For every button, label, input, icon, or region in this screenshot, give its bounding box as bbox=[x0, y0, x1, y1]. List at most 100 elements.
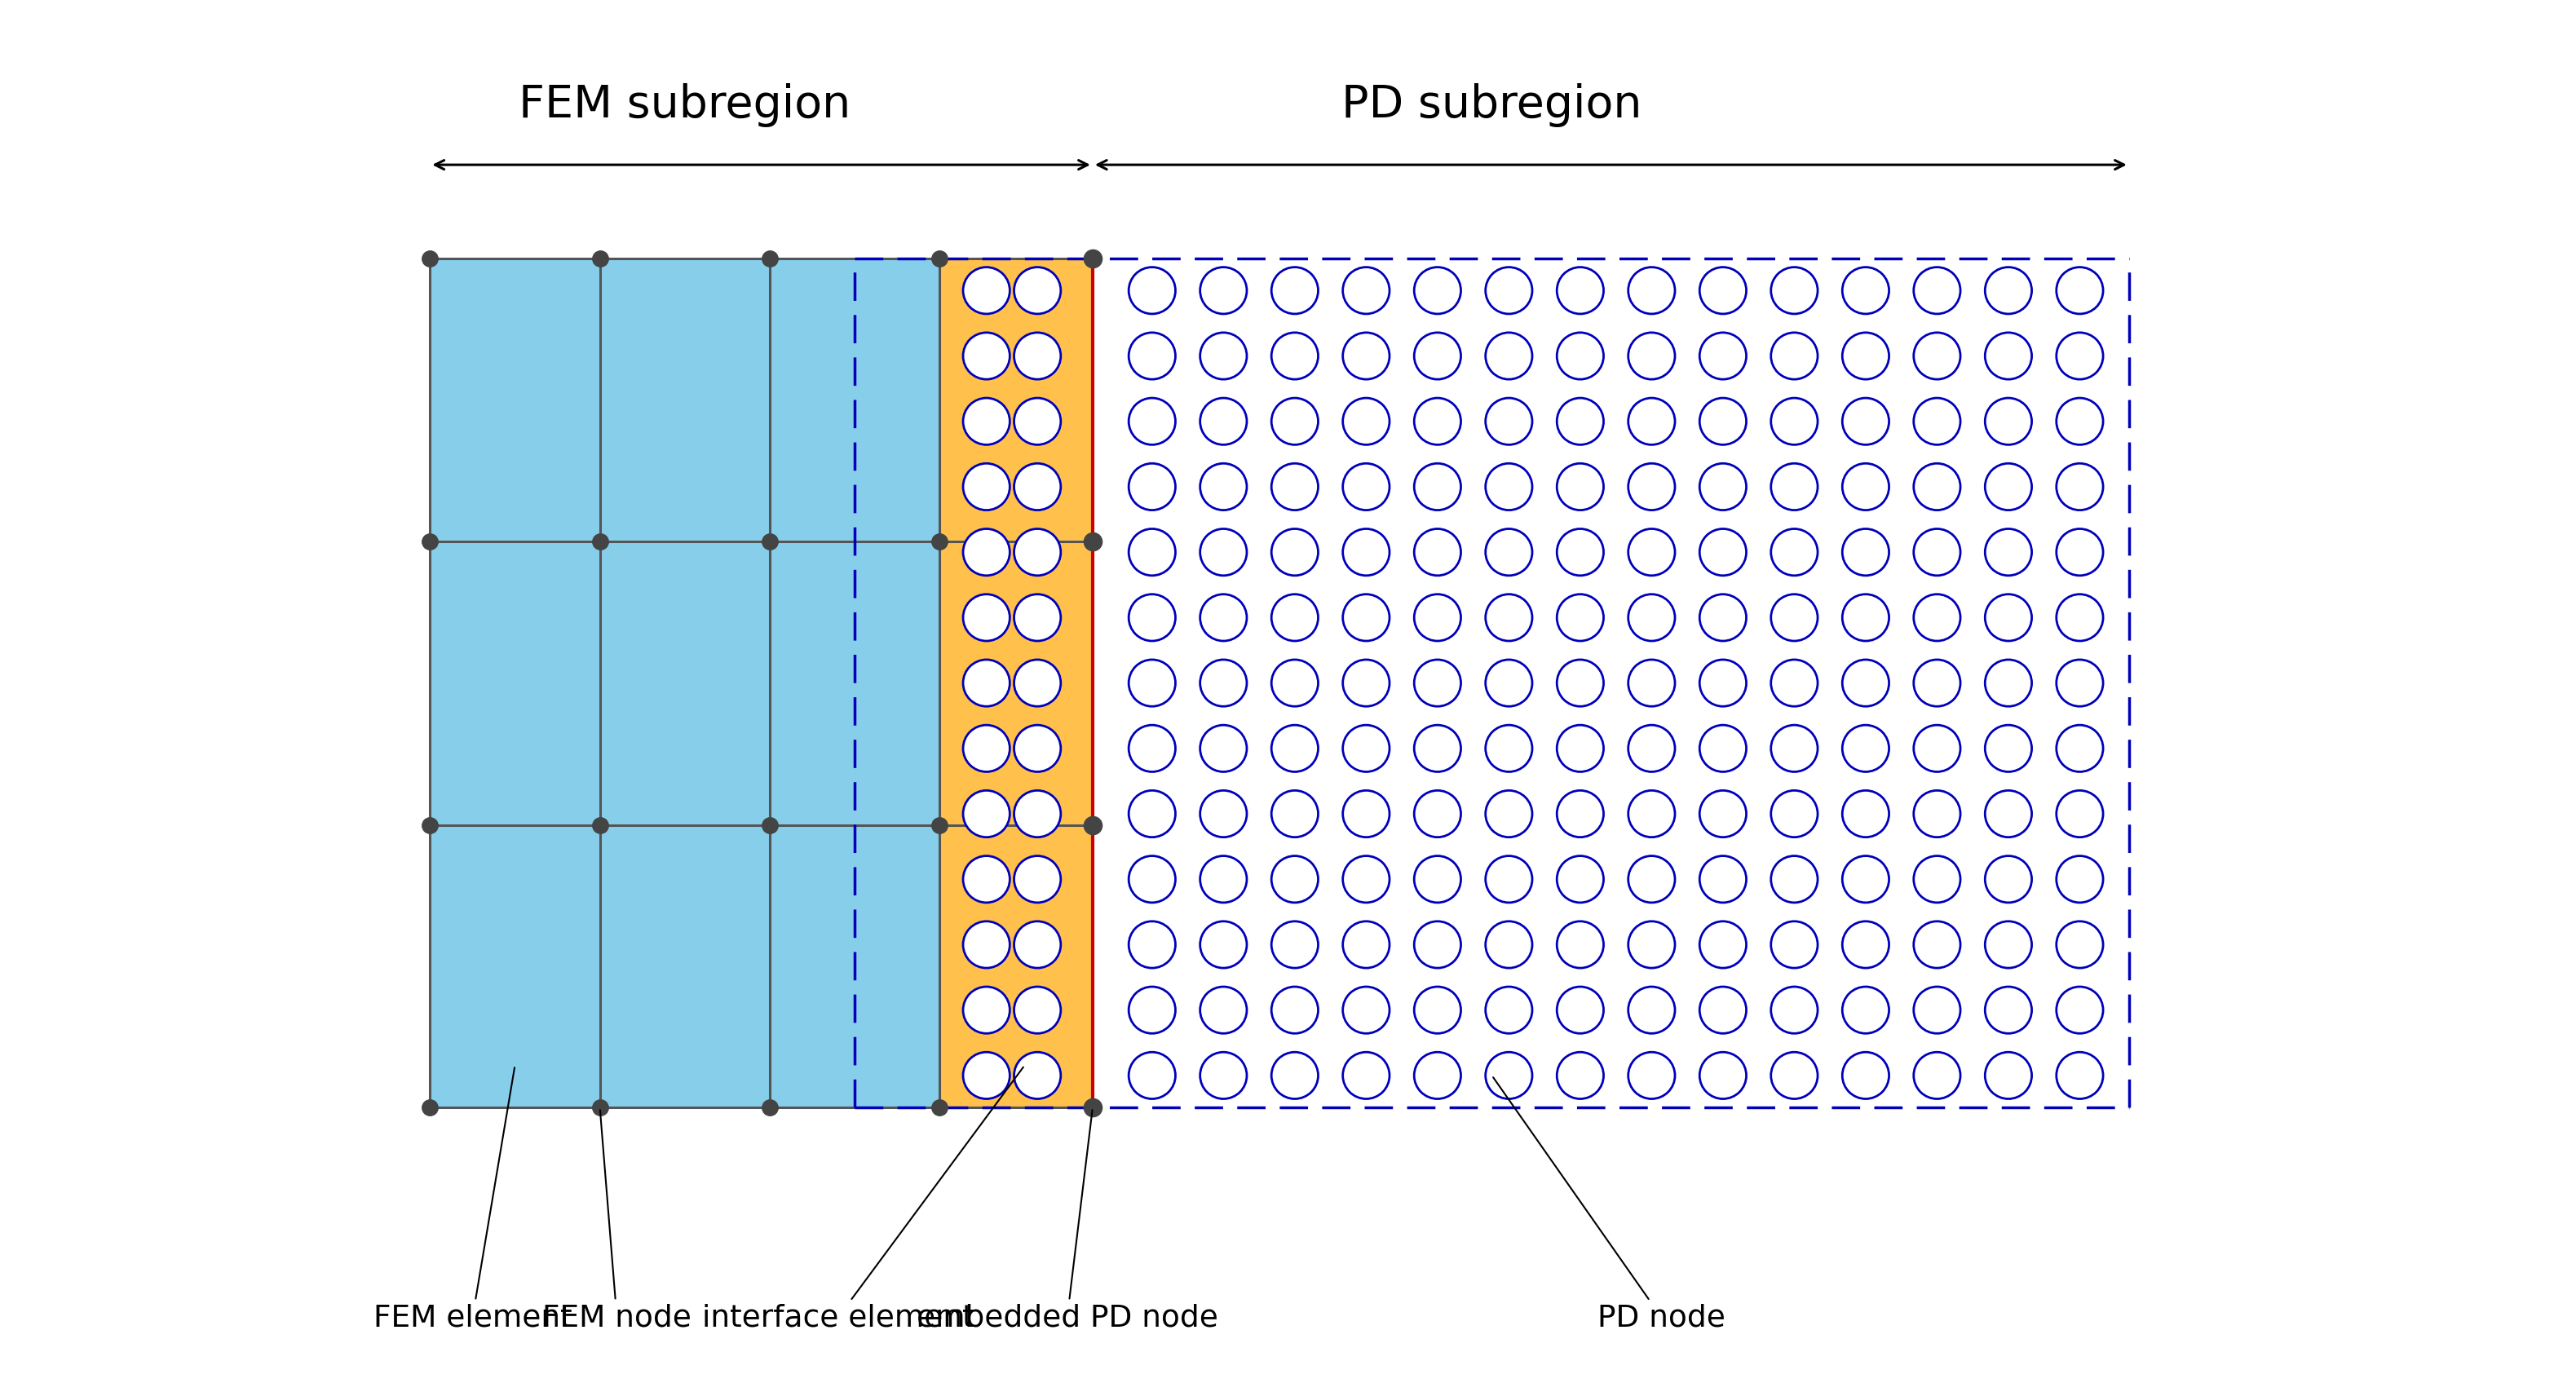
Ellipse shape bbox=[1842, 725, 1888, 772]
Ellipse shape bbox=[1015, 1052, 1061, 1099]
Ellipse shape bbox=[2056, 660, 2102, 707]
Ellipse shape bbox=[1414, 986, 1461, 1033]
Ellipse shape bbox=[1770, 1052, 1819, 1099]
Ellipse shape bbox=[1914, 856, 1960, 903]
Ellipse shape bbox=[1273, 528, 1319, 575]
Ellipse shape bbox=[1556, 725, 1605, 772]
Ellipse shape bbox=[1414, 267, 1461, 314]
Ellipse shape bbox=[1770, 332, 1819, 379]
Ellipse shape bbox=[1700, 856, 1747, 903]
Text: FEM subregion: FEM subregion bbox=[518, 83, 850, 127]
Ellipse shape bbox=[1273, 660, 1319, 707]
Ellipse shape bbox=[1628, 791, 1674, 837]
Ellipse shape bbox=[1700, 398, 1747, 445]
Ellipse shape bbox=[1486, 332, 1533, 379]
Ellipse shape bbox=[1842, 986, 1888, 1033]
Ellipse shape bbox=[1556, 332, 1605, 379]
Ellipse shape bbox=[1700, 332, 1747, 379]
Ellipse shape bbox=[1200, 856, 1247, 903]
Ellipse shape bbox=[1273, 725, 1319, 772]
Text: FEM node: FEM node bbox=[544, 1111, 690, 1332]
Ellipse shape bbox=[1342, 986, 1388, 1033]
Ellipse shape bbox=[963, 595, 1010, 640]
Ellipse shape bbox=[1556, 398, 1605, 445]
Ellipse shape bbox=[1842, 921, 1888, 968]
Ellipse shape bbox=[1986, 921, 2032, 968]
Ellipse shape bbox=[1128, 595, 1175, 640]
Ellipse shape bbox=[1556, 528, 1605, 575]
Ellipse shape bbox=[1556, 856, 1605, 903]
Ellipse shape bbox=[1414, 528, 1461, 575]
Ellipse shape bbox=[1342, 595, 1388, 640]
Ellipse shape bbox=[1486, 725, 1533, 772]
Ellipse shape bbox=[1700, 528, 1747, 575]
Ellipse shape bbox=[1342, 725, 1388, 772]
Ellipse shape bbox=[1273, 921, 1319, 968]
Ellipse shape bbox=[1700, 986, 1747, 1033]
Ellipse shape bbox=[2056, 921, 2102, 968]
Ellipse shape bbox=[1486, 595, 1533, 640]
Ellipse shape bbox=[1486, 791, 1533, 837]
Ellipse shape bbox=[1700, 267, 1747, 314]
Ellipse shape bbox=[1414, 725, 1461, 772]
Ellipse shape bbox=[1015, 595, 1061, 640]
Ellipse shape bbox=[1128, 856, 1175, 903]
Ellipse shape bbox=[2056, 463, 2102, 510]
Ellipse shape bbox=[1986, 986, 2032, 1033]
Ellipse shape bbox=[1914, 595, 1960, 640]
Ellipse shape bbox=[1128, 267, 1175, 314]
Ellipse shape bbox=[1700, 791, 1747, 837]
Ellipse shape bbox=[1486, 921, 1533, 968]
Ellipse shape bbox=[963, 267, 1010, 314]
Ellipse shape bbox=[1986, 528, 2032, 575]
Ellipse shape bbox=[1414, 595, 1461, 640]
Ellipse shape bbox=[1015, 267, 1061, 314]
Ellipse shape bbox=[1700, 921, 1747, 968]
Ellipse shape bbox=[1700, 1052, 1747, 1099]
Ellipse shape bbox=[1200, 595, 1247, 640]
Ellipse shape bbox=[1015, 528, 1061, 575]
Ellipse shape bbox=[1200, 528, 1247, 575]
Ellipse shape bbox=[1200, 921, 1247, 968]
Ellipse shape bbox=[1700, 463, 1747, 510]
Ellipse shape bbox=[1200, 986, 1247, 1033]
Ellipse shape bbox=[1770, 921, 1819, 968]
Ellipse shape bbox=[1273, 267, 1319, 314]
Ellipse shape bbox=[1486, 986, 1533, 1033]
Ellipse shape bbox=[1914, 921, 1960, 968]
Ellipse shape bbox=[1414, 921, 1461, 968]
Ellipse shape bbox=[2056, 791, 2102, 837]
Ellipse shape bbox=[1414, 660, 1461, 707]
Ellipse shape bbox=[1556, 986, 1605, 1033]
Ellipse shape bbox=[1015, 660, 1061, 707]
Ellipse shape bbox=[1342, 856, 1388, 903]
Ellipse shape bbox=[1770, 463, 1819, 510]
Ellipse shape bbox=[1770, 856, 1819, 903]
Ellipse shape bbox=[1128, 725, 1175, 772]
Ellipse shape bbox=[1914, 660, 1960, 707]
Ellipse shape bbox=[1986, 856, 2032, 903]
Ellipse shape bbox=[1342, 1052, 1388, 1099]
Ellipse shape bbox=[1914, 986, 1960, 1033]
Ellipse shape bbox=[1770, 267, 1819, 314]
Ellipse shape bbox=[963, 332, 1010, 379]
Ellipse shape bbox=[2056, 528, 2102, 575]
Ellipse shape bbox=[2056, 398, 2102, 445]
Ellipse shape bbox=[963, 725, 1010, 772]
Text: PD subregion: PD subregion bbox=[1342, 83, 1641, 127]
Ellipse shape bbox=[963, 986, 1010, 1033]
Ellipse shape bbox=[1770, 398, 1819, 445]
Ellipse shape bbox=[1986, 463, 2032, 510]
Ellipse shape bbox=[1914, 725, 1960, 772]
Ellipse shape bbox=[1414, 332, 1461, 379]
Ellipse shape bbox=[1628, 332, 1674, 379]
Text: FEM element: FEM element bbox=[374, 1068, 572, 1332]
Ellipse shape bbox=[1842, 528, 1888, 575]
Ellipse shape bbox=[1015, 332, 1061, 379]
Ellipse shape bbox=[2056, 332, 2102, 379]
Ellipse shape bbox=[1842, 332, 1888, 379]
Ellipse shape bbox=[963, 791, 1010, 837]
Ellipse shape bbox=[963, 463, 1010, 510]
Ellipse shape bbox=[1486, 398, 1533, 445]
Ellipse shape bbox=[1556, 1052, 1605, 1099]
